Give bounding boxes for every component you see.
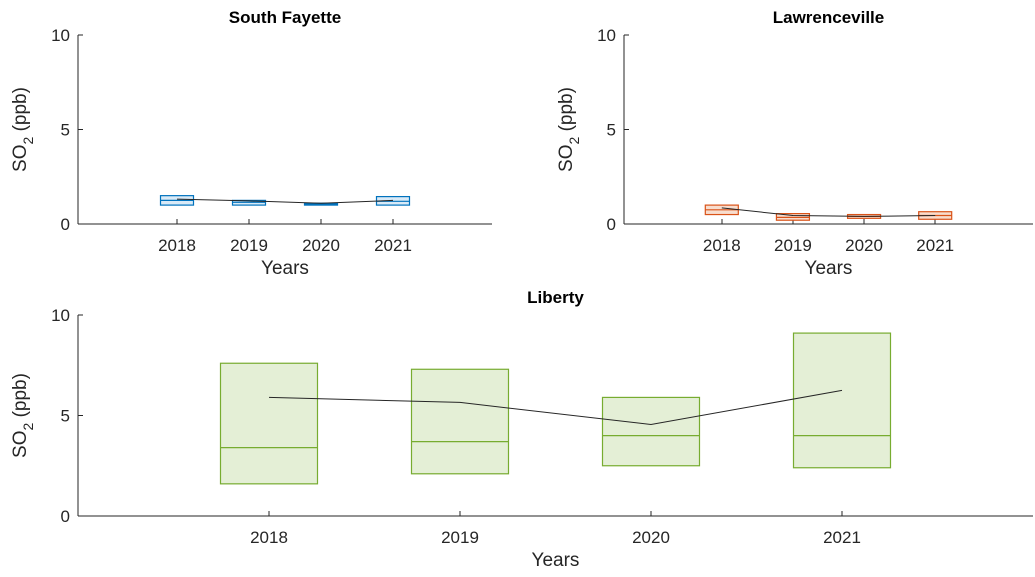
panel-lawrenceville: 0 5 10 2018 2019 2020 2021 Lawrenceville Years SO… xyxy=(556,8,1033,279)
x-tick-label: 2018 xyxy=(250,528,288,547)
x-tick-label: 2018 xyxy=(703,236,741,255)
y-tick-label: 0 xyxy=(61,507,70,526)
x-tick-label: 2020 xyxy=(845,236,883,255)
y-label-subscript: 2 xyxy=(20,422,36,430)
panel-south-fayette: 0 5 10 2018 2019 2020 2021 South Fayette Years SO… xyxy=(10,8,492,279)
panel-title: South Fayette xyxy=(229,8,341,27)
y-tick-label: 10 xyxy=(51,306,70,325)
x-tick-label: 2020 xyxy=(632,528,670,547)
x-tick-label: 2019 xyxy=(230,236,268,255)
box-2020 xyxy=(601,396,701,467)
panel-title: Lawrenceville xyxy=(773,8,885,27)
x-tick-label: 2020 xyxy=(302,236,340,255)
y-tick-label: 10 xyxy=(597,26,616,45)
y-tick-label: 5 xyxy=(61,121,70,140)
x-tick-label: 2021 xyxy=(916,236,954,255)
box-2018 xyxy=(219,362,319,485)
mean-line xyxy=(268,389,843,426)
y-label-subscript: 2 xyxy=(20,136,36,144)
x-axis-label: Years xyxy=(532,550,580,571)
y-label-main: SO xyxy=(10,430,31,457)
y-tick-label: 5 xyxy=(607,121,616,140)
mean-line xyxy=(176,198,394,204)
y-label-subscript: 2 xyxy=(566,136,582,144)
y-label-main: SO xyxy=(10,144,31,171)
x-axis-label: Years xyxy=(805,258,853,279)
y-axis-label: SO2 (ppb) xyxy=(556,87,582,172)
y-label-unit: (ppb) xyxy=(556,87,577,137)
x-tick-label: 2019 xyxy=(774,236,812,255)
box-2021 xyxy=(792,332,892,469)
y-tick-label: 0 xyxy=(61,215,70,234)
x-axis-label: Years xyxy=(261,258,309,279)
y-label-unit: (ppb) xyxy=(10,87,31,137)
y-axis-label: SO2 (ppb) xyxy=(10,373,36,458)
x-tick-label: 2018 xyxy=(158,236,196,255)
y-axis-label: SO2 (ppb) xyxy=(10,87,36,172)
x-tick-label: 2021 xyxy=(374,236,412,255)
panel-title: Liberty xyxy=(527,288,584,307)
mean-line xyxy=(721,207,936,217)
y-label-main: SO xyxy=(556,144,577,171)
panel-liberty: 0 5 10 2018 2019 2020 2021 Liberty Years SO2 (ppb… xyxy=(10,288,1033,571)
y-tick-label: 5 xyxy=(61,407,70,426)
y-tick-label: 0 xyxy=(607,215,616,234)
box-2019 xyxy=(410,368,510,475)
x-tick-label: 2021 xyxy=(823,528,861,547)
x-tick-label: 2019 xyxy=(441,528,479,547)
y-tick-label: 10 xyxy=(51,26,70,45)
y-label-unit: (ppb) xyxy=(10,373,31,423)
